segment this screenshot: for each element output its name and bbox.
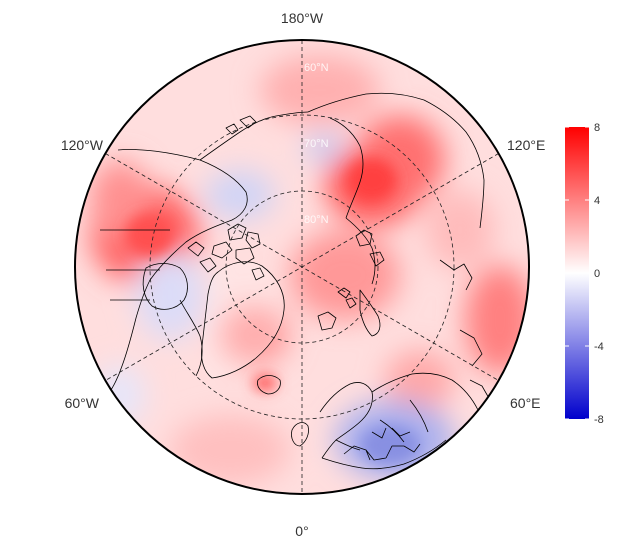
lat-label-60: 60°N	[304, 62, 329, 74]
lat-label-70: 70°N	[304, 138, 329, 150]
colorbar-tick-label: -8	[594, 414, 604, 426]
map-border	[74, 39, 530, 495]
lon-label-180w: 180°W	[281, 10, 324, 26]
colorbar-tick-label: 4	[594, 195, 600, 207]
colorbar-ticks	[565, 126, 589, 420]
coastlines	[100, 92, 491, 470]
lon-label-60e: 60°E	[510, 395, 541, 411]
colorbar-tick-label: -4	[594, 341, 604, 353]
colorbar-tick-label: 8	[594, 122, 600, 134]
lat-label-80: 80°N	[304, 214, 329, 226]
colorbar: 8 4 0 -4 -8	[565, 122, 604, 426]
lon-label-0: 0°	[295, 523, 308, 539]
lon-label-120w: 120°W	[61, 137, 104, 153]
lon-label-120e: 120°E	[507, 137, 545, 153]
lon-label-60w: 60°W	[65, 395, 100, 411]
anomaly-field	[75, 40, 529, 494]
colorbar-tick-label: 0	[594, 268, 600, 280]
graticule	[75, 40, 529, 494]
